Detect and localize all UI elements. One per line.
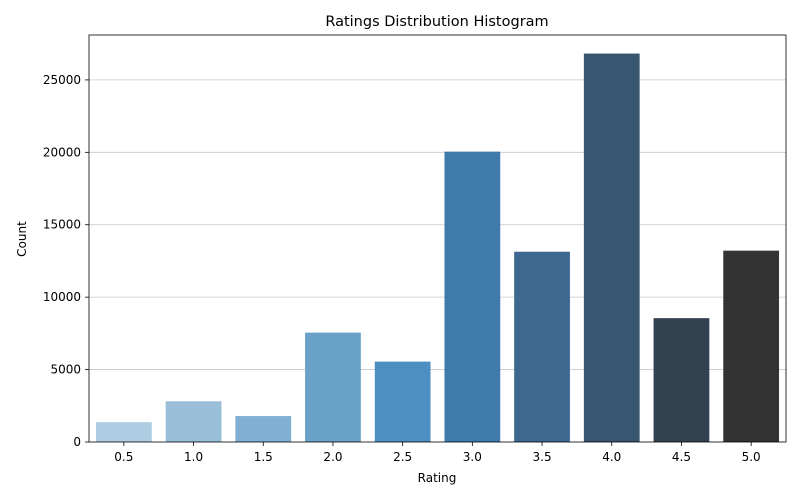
bar-rating-3.0 (444, 151, 501, 443)
x-tick-label: 4.0 (602, 450, 621, 464)
bars (95, 53, 780, 443)
x-tick-label: 5.0 (742, 450, 761, 464)
x-tick-label: 2.0 (323, 450, 342, 464)
x-tick-label: 1.5 (254, 450, 273, 464)
y-tick-label: 15000 (43, 218, 81, 232)
x-axis-ticks: 0.5 1.0 1.5 2.0 2.5 3.0 3.5 4.0 4.5 5.0 (114, 442, 761, 464)
plot-frame (88, 34, 787, 443)
bar-rating-2.5 (374, 361, 431, 442)
y-axis-ticks: 0 5000 10000 15000 20000 25000 (43, 73, 89, 449)
x-tick-label: 3.0 (463, 450, 482, 464)
bar-rating-3.5 (514, 251, 570, 442)
bar-rating-4.0 (583, 53, 640, 442)
y-tick-label: 0 (73, 435, 81, 449)
bar-rating-5.0 (723, 250, 780, 442)
y-tick-label: 5000 (50, 363, 81, 377)
bar-rating-0.5 (95, 422, 152, 442)
y-tick-label: 25000 (43, 73, 81, 87)
chart-title: Ratings Distribution Histogram (325, 14, 548, 30)
x-tick-label: 4.5 (672, 450, 691, 464)
bar-rating-2.0 (305, 332, 361, 442)
bar-rating-1.5 (235, 416, 292, 442)
x-tick-label: 3.5 (533, 450, 552, 464)
x-tick-label: 1.0 (184, 450, 203, 464)
bar-rating-4.5 (653, 318, 710, 442)
y-tick-label: 10000 (43, 290, 81, 304)
x-tick-label: 2.5 (393, 450, 412, 464)
bar-rating-1.0 (165, 401, 222, 442)
y-axis-label: Count (15, 221, 29, 257)
x-axis-label: Rating (418, 471, 457, 485)
y-tick-label: 20000 (43, 145, 81, 159)
x-tick-label: 0.5 (114, 450, 133, 464)
